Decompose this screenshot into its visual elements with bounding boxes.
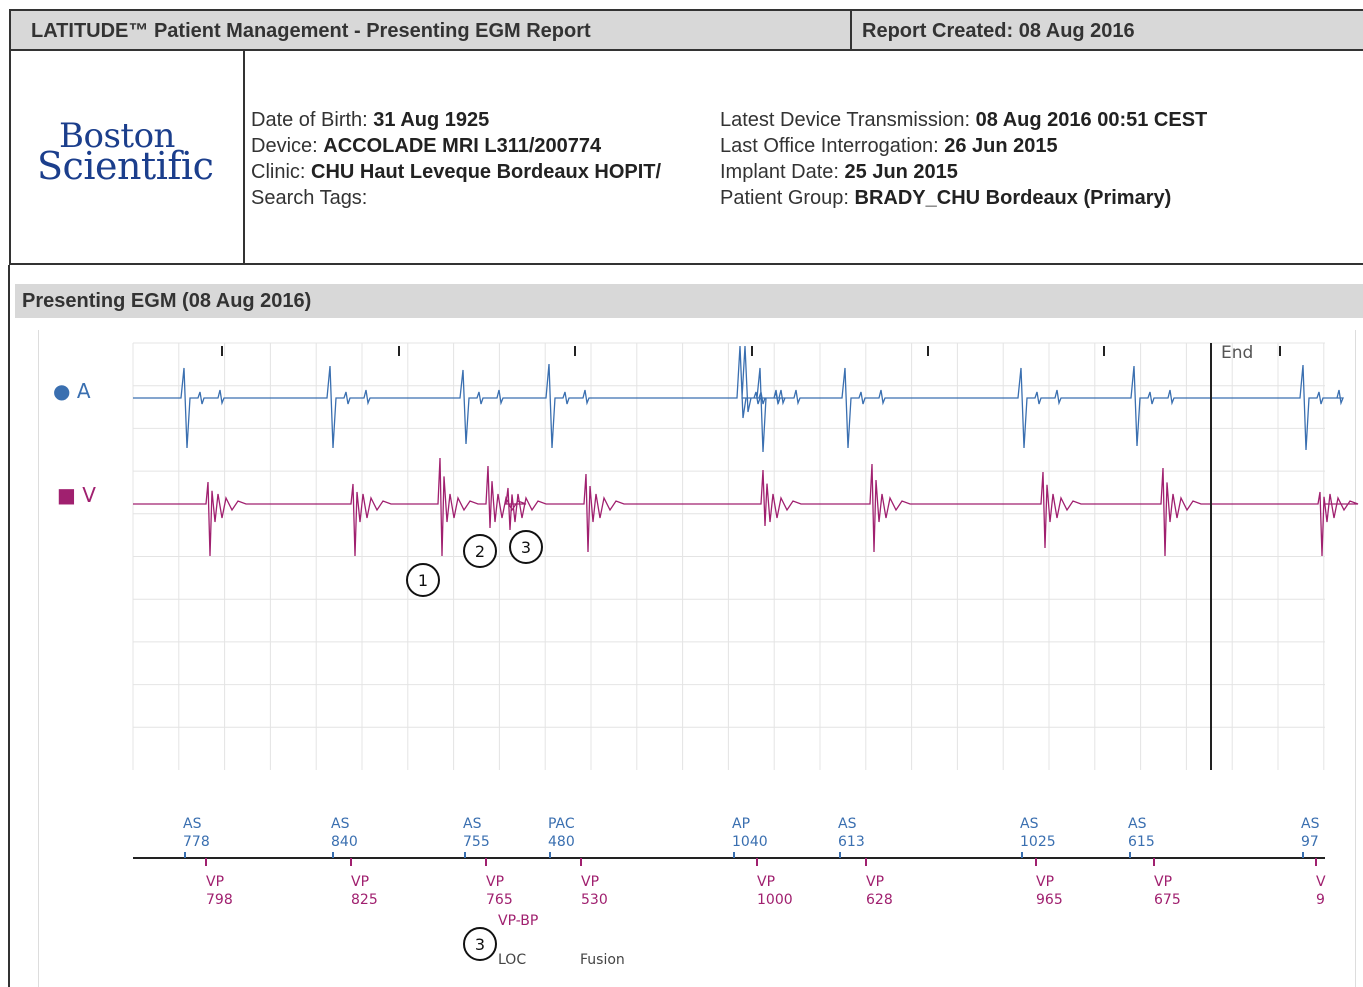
atrial-marker-value: 1040 xyxy=(732,834,768,850)
annotation-number: 3 xyxy=(475,935,485,954)
ventricular-marker-value: 965 xyxy=(1036,892,1063,908)
ventricular-marker-value: 798 xyxy=(206,892,233,908)
boston-scientific-logo: Boston Scientific xyxy=(37,116,227,188)
logo-line-2: Scientific xyxy=(37,144,214,188)
top-ticks xyxy=(221,346,1281,356)
ventricular-marker-label: VP xyxy=(581,874,599,890)
logo-line-1: Boston xyxy=(59,116,175,156)
patient-group-value: BRADY_CHU Bordeaux (Primary) xyxy=(854,187,1172,209)
atrial-marker-value: 480 xyxy=(548,834,575,850)
atrial-marker-label: AS xyxy=(1301,816,1320,832)
ventricular-marker-label: VP xyxy=(206,874,224,890)
device-value: ACCOLADE MRI L311/200774 xyxy=(323,135,602,157)
patient-info-right: Latest Device Transmission: 08 Aug 2016 … xyxy=(720,107,1207,211)
legend-ventricular-label: V xyxy=(82,483,96,507)
ventricular-marker-label: VP xyxy=(486,874,504,890)
latest-transmission-label: Latest Device Transmission: xyxy=(720,109,971,131)
ventricular-marker-label: V xyxy=(1316,874,1326,890)
atrial-marker-label: AS xyxy=(183,816,202,832)
atrial-marker-value: 97 xyxy=(1301,834,1319,850)
ventricular-marker-label: VP xyxy=(866,874,884,890)
circle-icon: ● xyxy=(53,379,71,403)
device-label: Device: xyxy=(251,135,318,157)
atrial-marker-label: PAC xyxy=(548,816,575,832)
section-header: Presenting EGM (08 Aug 2016) xyxy=(15,284,1363,318)
ventricular-marker-value: 9 xyxy=(1316,892,1325,908)
annotation-callouts: 1 2 3 3 xyxy=(406,530,543,961)
ventricular-marker-value: 765 xyxy=(486,892,513,908)
legend-atrial: ● A xyxy=(53,379,91,403)
section-title: Presenting EGM (08 Aug 2016) xyxy=(22,290,312,312)
egm-grid xyxy=(132,342,1325,770)
dob-label: Date of Birth: xyxy=(251,109,368,131)
implant-date-label: Implant Date: xyxy=(720,161,839,183)
legend-ventricular: ■ V xyxy=(57,483,96,507)
report-header-frame: LATITUDE™ Patient Management - Presentin… xyxy=(9,9,1363,265)
title-divider xyxy=(850,11,852,49)
atrial-marker-label: AS xyxy=(1128,816,1147,832)
annotation-number: 3 xyxy=(521,538,531,557)
atrial-marker-value: 778 xyxy=(183,834,210,850)
atrial-trace xyxy=(133,345,1344,453)
egm-panel xyxy=(38,330,1356,987)
logo-divider xyxy=(243,49,245,265)
office-interrogation-label: Last Office Interrogation: xyxy=(720,135,939,157)
atrial-marker-value: 613 xyxy=(838,834,865,850)
clinic-value: CHU Haut Leveque Bordeaux HOPIT/ xyxy=(311,161,662,183)
search-tags-label: Search Tags: xyxy=(251,187,368,209)
atrial-marker-value: 840 xyxy=(331,834,358,850)
office-interrogation-value: 26 Jun 2015 xyxy=(944,135,1058,157)
annotation-callout xyxy=(463,534,497,568)
ventricular-marker-label: VP xyxy=(1154,874,1172,890)
atrial-marker-label: AS xyxy=(463,816,482,832)
ventricular-marker-value: 675 xyxy=(1154,892,1181,908)
atrial-marker-label: AS xyxy=(331,816,350,832)
annotation-number: 1 xyxy=(418,571,428,590)
report-created: Report Created: 08 Aug 2016 xyxy=(862,20,1135,42)
atrial-marker-value: 755 xyxy=(463,834,490,850)
atrial-marker-value: 1025 xyxy=(1020,834,1056,850)
atrial-marker-label: AP xyxy=(732,816,750,832)
implant-date-value: 25 Jun 2015 xyxy=(844,161,958,183)
end-label: End xyxy=(1221,343,1253,363)
ventricular-marker-value: 530 xyxy=(581,892,608,908)
page-left-border xyxy=(8,265,10,987)
annotation-callout xyxy=(463,927,497,961)
ventricular-trace xyxy=(133,457,1359,557)
atrial-marker-label: AS xyxy=(1020,816,1039,832)
ventricular-marker-value: 628 xyxy=(866,892,893,908)
annotation-number: 2 xyxy=(475,542,485,561)
marker-channel: AS 778 AS 840 AS 755 PAC 480 AP 1040 AS 613 AS 1025 AS… xyxy=(183,816,1326,908)
clinic-label: Clinic: xyxy=(251,161,306,183)
square-icon: ■ xyxy=(57,483,76,507)
ventricular-marker-label: VP xyxy=(1036,874,1054,890)
ventricular-marker-value: 825 xyxy=(351,892,378,908)
legend-atrial-label: A xyxy=(76,379,91,403)
latest-transmission-value: 08 Aug 2016 00:51 CEST xyxy=(975,109,1208,131)
annotation-callout xyxy=(406,563,440,597)
vp-bp-label: VP-BP xyxy=(498,913,538,929)
ventricular-marker-label: VP xyxy=(351,874,369,890)
loc-label: LOC xyxy=(498,952,526,968)
report-title: LATITUDE™ Patient Management - Presentin… xyxy=(31,20,591,42)
patient-group-label: Patient Group: xyxy=(720,187,849,209)
title-bar: LATITUDE™ Patient Management - Presentin… xyxy=(11,11,1363,51)
ventricular-marker-label: VP xyxy=(757,874,775,890)
atrial-marker-value: 615 xyxy=(1128,834,1155,850)
ventricular-marker-value: 1000 xyxy=(757,892,793,908)
dob-value: 31 Aug 1925 xyxy=(373,109,490,131)
patient-info-left: Date of Birth: 31 Aug 1925 Device: ACCOL… xyxy=(251,107,699,211)
annotation-callout xyxy=(509,530,543,564)
fusion-label: Fusion xyxy=(580,952,625,968)
atrial-marker-label: AS xyxy=(838,816,857,832)
